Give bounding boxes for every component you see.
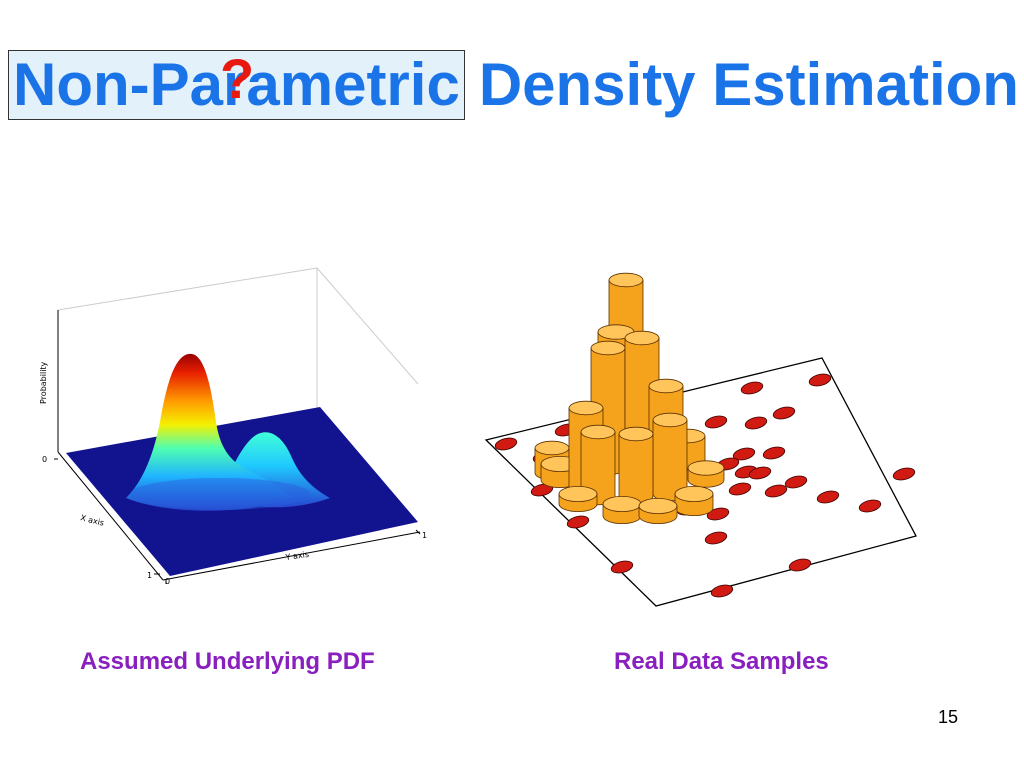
sample-point [740,381,764,395]
sample-point [748,466,772,480]
sample-point [732,447,756,461]
y-axis-label: Y axis [284,550,309,562]
sample-point [788,558,812,572]
sample-point [784,475,808,489]
histogram-cylinder [674,485,714,516]
sample-point [494,437,518,451]
pdf-surface-plot: Probability X axis Y axis 0 1 0 1 [39,267,427,586]
sample-point [566,515,590,529]
y-tick-1: 1 [422,531,427,540]
surface-base-glow [130,478,310,510]
sample-point [728,482,752,496]
sample-point [704,415,728,429]
surface-peak-main [126,353,292,511]
z-tick-0: 0 [42,455,47,464]
title-highlight-box: Non-Parametric ? [8,47,465,120]
sample-point [744,416,768,430]
tick-marks [54,458,421,584]
z-axis-label: Probability [39,361,48,404]
sample-point [610,560,634,574]
right-caption: Real Data Samples [614,648,829,675]
histogram-cylinder [602,495,642,524]
histogram-cylinder [687,460,725,488]
sample-point [892,467,916,481]
histogram-cylinder [638,497,678,524]
sample-point [808,373,832,387]
title-rest-text: Density Estimation [478,51,1019,118]
histogram-cylinder [618,426,654,504]
page-number: 15 [938,707,959,727]
x-tick-0: 0 [165,577,170,586]
histogram-cylinder [580,424,616,506]
title-boxed-text: Non-Parametric [13,51,460,118]
x-axis-label: X axis [80,513,106,528]
sample-point [858,499,882,513]
sample-point [816,490,840,504]
question-mark-overlay: ? [220,47,255,110]
axes-lines [57,310,421,581]
slide-title: Non-Parametric ? Density Estimation [8,47,1019,120]
histogram-cylinder [652,412,688,502]
sample-point [704,531,728,545]
sample-point [764,484,788,498]
data-samples-plot [484,272,917,607]
sample-point [706,507,730,521]
x-tick-1: 1 [147,571,152,580]
sample-point [762,446,786,460]
left-caption: Assumed Underlying PDF [80,648,375,675]
histogram-cylinder [558,485,598,512]
sample-point [772,406,796,420]
histogram-cylinders [534,272,725,524]
sample-point [710,584,734,598]
